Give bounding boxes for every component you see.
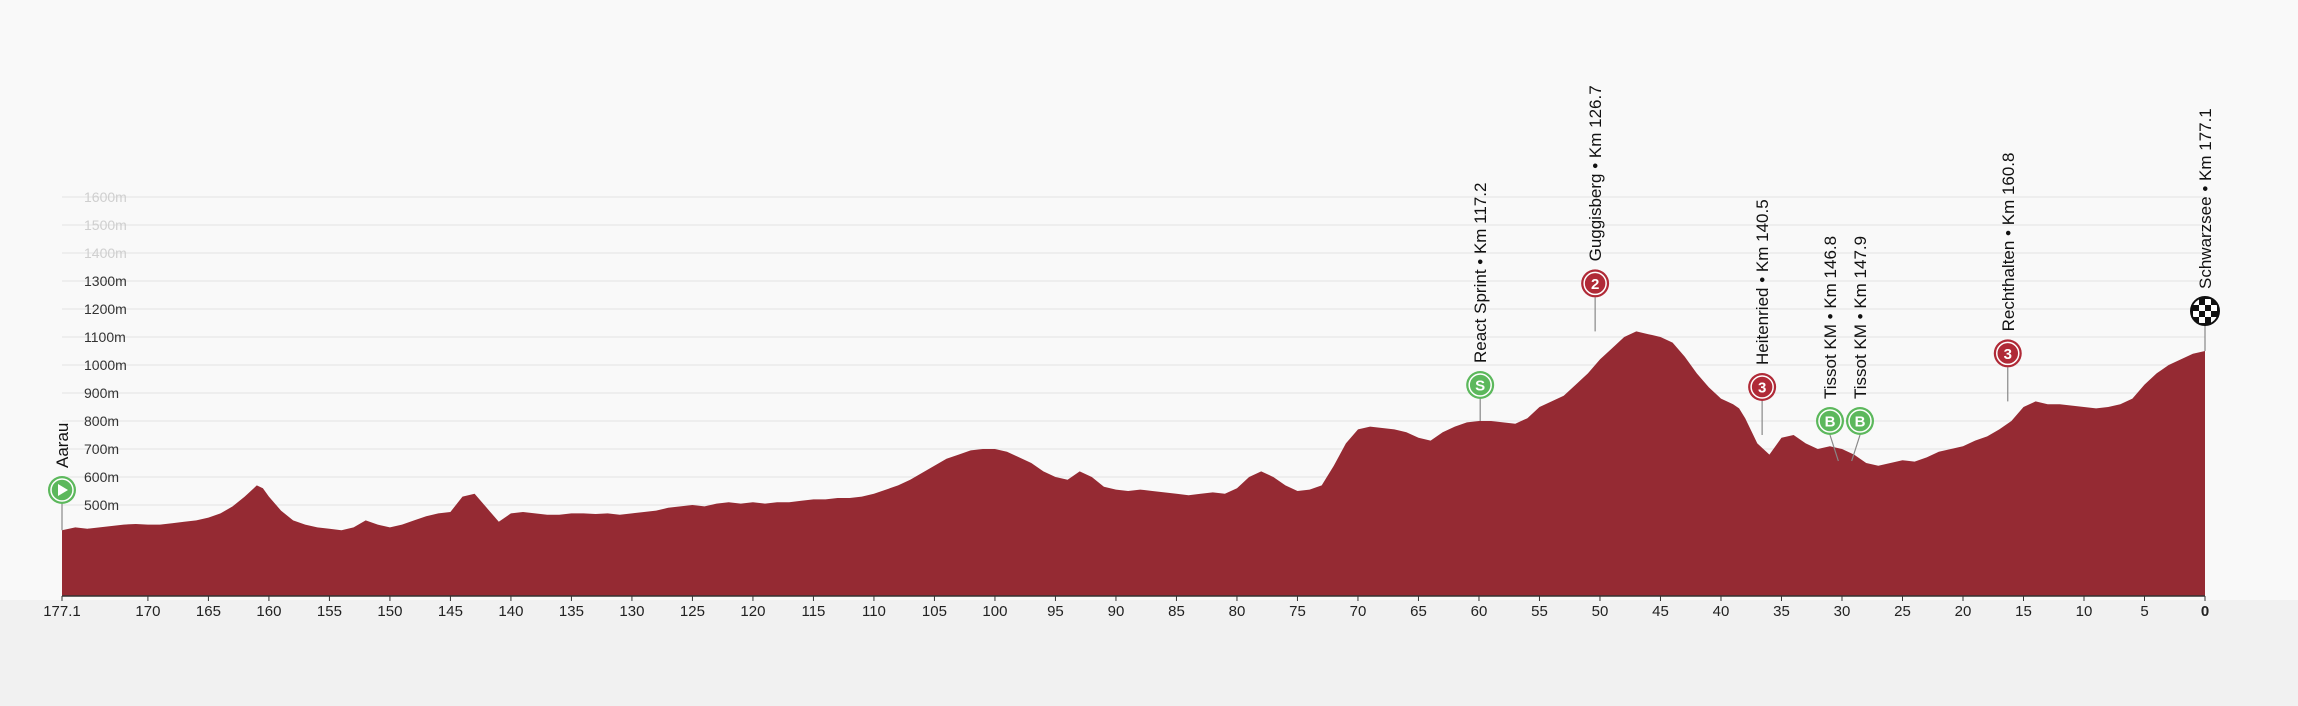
badge-label: 2 — [1591, 276, 1599, 293]
x-tick-label: 120 — [740, 603, 765, 620]
x-tick-label: 95 — [1047, 603, 1064, 620]
route-marker: B Tissot KM • Km 146.8 — [1816, 236, 1844, 462]
badge-label: S — [1475, 378, 1485, 395]
x-tick-label: 160 — [256, 603, 281, 620]
x-tick-label: 80 — [1229, 603, 1246, 620]
x-tick-label: 45 — [1652, 603, 1669, 620]
x-tick-label: 130 — [619, 603, 644, 620]
y-tick-label: 800m — [84, 413, 119, 429]
x-tick-label: 40 — [1713, 603, 1730, 620]
y-axis-labels: 300m400m500m600m700m800m900m1000m1100m12… — [84, 189, 127, 569]
category-2-badge-icon: 2 — [1581, 269, 1610, 298]
x-tick-label: 105 — [922, 603, 947, 620]
route-marker: 3 Heitenried • Km 140.5 — [1748, 199, 1777, 435]
x-tick-label: 5 — [2140, 603, 2148, 620]
y-tick-label: 1400m — [84, 245, 127, 261]
x-tick-label: 50 — [1592, 603, 1609, 620]
route-marker: S React Sprint • Km 117.2 — [1466, 183, 1495, 421]
y-tick-label: 1000m — [84, 357, 127, 373]
x-tick-label: 25 — [1894, 603, 1911, 620]
marker-label: React Sprint • Km 117.2 — [1471, 183, 1490, 363]
x-tick-label: 145 — [438, 603, 463, 620]
x-axis-ticks: 177.1 170 165 160 155 150 145 140 135 130 125 120 11… — [43, 596, 2209, 620]
x-tick-label: 70 — [1350, 603, 1367, 620]
marker-label: Tissot KM • Km 146.8 — [1821, 236, 1840, 399]
x-tick-label: 10 — [2076, 603, 2093, 620]
badge-label: B — [1825, 414, 1836, 431]
x-tick-label: 140 — [498, 603, 523, 620]
y-tick-label: 1500m — [84, 217, 127, 233]
footer-band — [0, 600, 2298, 706]
x-tick-label: 110 — [862, 603, 886, 620]
x-tick-label: 125 — [680, 603, 705, 620]
category-S-badge-icon: S — [1466, 371, 1495, 399]
x-tick-label: 85 — [1168, 603, 1185, 620]
x-tick-label: 150 — [377, 603, 402, 620]
x-tick-label: 177.1 — [43, 603, 81, 620]
route-marker: 3 Rechthalten • Km 160.8 — [1993, 153, 2022, 402]
marker-connector — [1829, 434, 1839, 462]
marker-label: Schwarzsee • Km 177.1 — [2196, 108, 2215, 289]
x-tick-label: 55 — [1531, 603, 1548, 620]
route-marker: 2 Guggisberg • Km 126.7 — [1581, 85, 1610, 332]
y-tick-label: 1100m — [84, 329, 126, 345]
route-markers: Aarau S React Sprint • Km 117.2 2 Guggisberg… — [48, 85, 2220, 531]
y-tick-label: 1600m — [84, 189, 127, 205]
x-tick-label: 75 — [1289, 603, 1306, 620]
category-B-badge-icon: B — [1846, 407, 1874, 435]
x-tick-label: 35 — [1773, 603, 1790, 620]
y-tick-label: 900m — [84, 385, 119, 401]
finish-flag-icon — [2190, 296, 2220, 326]
x-tick-label: 170 — [135, 603, 160, 620]
marker-label: Rechthalten • Km 160.8 — [1999, 153, 2018, 332]
category-B-badge-icon: B — [1816, 407, 1844, 435]
badge-label: B — [1855, 414, 1866, 431]
marker-label: Guggisberg • Km 126.7 — [1586, 85, 1605, 261]
x-tick-label: 165 — [196, 603, 221, 620]
x-tick-label: 90 — [1108, 603, 1125, 620]
x-tick-label: 20 — [1955, 603, 1972, 620]
marker-connector — [1851, 434, 1861, 462]
route-marker: Aarau — [48, 423, 76, 531]
x-tick-label: 0 — [2201, 603, 2209, 620]
x-tick-label: 155 — [317, 603, 342, 620]
marker-label: Aarau — [53, 423, 72, 468]
route-marker: B Tissot KM • Km 147.9 — [1846, 236, 1874, 462]
x-tick-label: 135 — [559, 603, 584, 620]
route-marker: Schwarzsee • Km 177.1 — [2190, 108, 2220, 351]
start-play-icon — [48, 476, 76, 504]
x-tick-label: 115 — [801, 603, 825, 620]
y-tick-label: 600m — [84, 469, 119, 485]
gridlines — [62, 196, 2205, 562]
x-tick-label: 100 — [982, 603, 1007, 620]
y-tick-label: 700m — [84, 441, 119, 457]
marker-label: Heitenried • Km 140.5 — [1753, 199, 1772, 365]
x-tick-label: 65 — [1410, 603, 1427, 620]
marker-label: Tissot KM • Km 147.9 — [1851, 236, 1870, 399]
y-tick-label: 1300m — [84, 273, 127, 289]
category-3-badge-icon: 3 — [1748, 373, 1777, 401]
badge-label: 3 — [1758, 380, 1766, 397]
x-tick-label: 15 — [2015, 603, 2032, 620]
category-3-badge-icon: 3 — [1993, 339, 2022, 368]
badge-label: 3 — [2004, 346, 2012, 363]
x-tick-label: 60 — [1471, 603, 1488, 620]
y-tick-label: 1200m — [84, 301, 127, 317]
x-tick-label: 30 — [1834, 603, 1851, 620]
elevation-area — [62, 331, 2205, 596]
y-tick-label: 500m — [84, 497, 119, 513]
